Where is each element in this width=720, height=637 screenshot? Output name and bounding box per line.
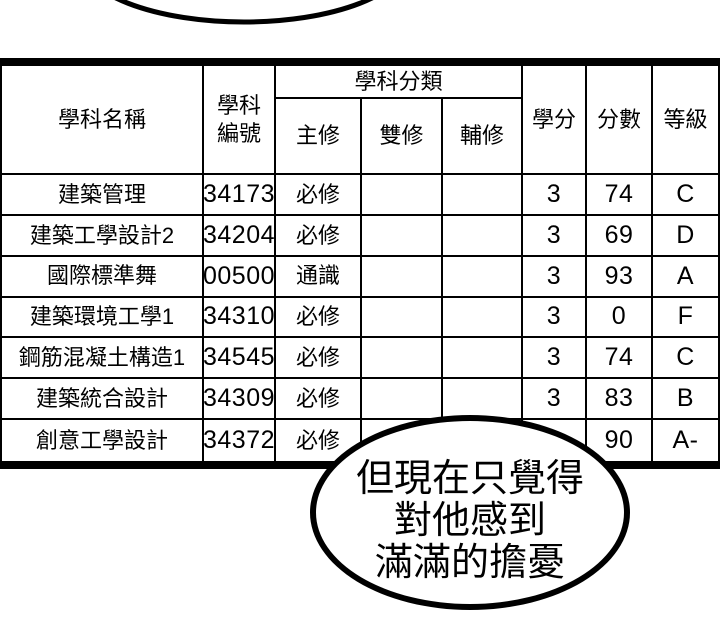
cell-score: 74	[587, 175, 653, 216]
previous-bubble-arc-icon	[114, 0, 374, 25]
cell-double-major	[362, 215, 443, 257]
cell-subject-name: 鋼筋混凝土構造1	[2, 338, 204, 380]
cell-score: 74	[587, 338, 653, 380]
cell-subject-name: 國際標準舞	[2, 256, 204, 298]
cell-grade: B	[653, 379, 718, 421]
cell-grade: A-	[672, 425, 699, 454]
cell-major: 必修	[276, 338, 362, 380]
cell-subject-name: 建築環境工學1	[2, 297, 204, 339]
cell-major: 必修	[276, 215, 362, 257]
cell-subject-name: 建築統合設計	[2, 379, 204, 421]
cell-major: 通識	[276, 256, 362, 298]
grade-table: 學科名稱 學科 編號 學科分類 主修 雙修 輔修 學分 分數 等級 建築管理 3…	[0, 58, 720, 469]
cell-double-major	[362, 297, 443, 339]
cell-subject-name: 建築管理	[2, 175, 204, 216]
cell-minor	[443, 256, 523, 298]
header-classification: 學科分類	[276, 66, 523, 99]
header-credits: 學分	[523, 66, 587, 175]
cell-major: 必修	[276, 175, 362, 216]
speech-bubble: 但現在只覺得 對他感到 滿滿的擔憂	[310, 415, 630, 610]
cell-minor	[443, 338, 523, 380]
cell-grade: D	[653, 216, 718, 257]
cell-subject-code: 34545	[204, 338, 276, 380]
header-major: 主修	[276, 99, 362, 175]
cell-double-major	[362, 256, 443, 298]
cell-credits: 3	[523, 175, 587, 216]
cell-minor	[443, 297, 523, 339]
cell-score: 90	[587, 420, 653, 461]
cell-score: 69	[587, 215, 653, 257]
cell-double-major	[362, 338, 443, 380]
cell-grade: A	[653, 257, 718, 298]
cell-subject-code: 34310	[204, 297, 276, 339]
header-minor: 輔修	[443, 99, 523, 175]
cell-minor	[443, 379, 523, 421]
cell-minor	[443, 175, 523, 216]
cell-double-major	[362, 379, 443, 421]
cell-major: 必修	[276, 379, 362, 421]
cell-score: 83	[587, 379, 653, 421]
speech-bubble-text: 但現在只覺得 對他感到 滿滿的擔憂	[356, 442, 584, 584]
speech-line: 滿滿的擔憂	[374, 541, 565, 584]
header-grade: 等級	[653, 66, 718, 175]
cell-subject-code: 34173	[204, 175, 276, 216]
cell-major: 必修	[276, 297, 362, 339]
cell-credits: 3	[523, 338, 587, 380]
cell-subject-code: 00500	[204, 256, 276, 298]
cell-credits: 3	[523, 215, 587, 257]
header-double-major: 雙修	[362, 99, 443, 175]
header-subject-code: 學科 編號	[204, 66, 276, 175]
cell-subject-code: 34309	[204, 379, 276, 421]
cell-score: 0	[587, 297, 653, 339]
cell-grade: C	[653, 175, 718, 216]
cell-grade: C	[653, 338, 718, 380]
speech-line: 但現在只覺得	[355, 457, 584, 500]
cell-grade: F	[653, 298, 718, 339]
cell-credits: 3	[523, 379, 587, 421]
speech-line: 對他感到	[393, 499, 546, 542]
cell-double-major	[362, 175, 443, 216]
cell-subject-code: 34372	[204, 420, 276, 461]
cell-credits: 3	[523, 256, 587, 298]
cell-credits	[523, 420, 587, 461]
cell-subject-code: 34204	[204, 215, 276, 257]
cell-minor	[443, 215, 523, 257]
cell-subject-name: 建築工學設計2	[2, 215, 204, 257]
header-subject-name: 學科名稱	[2, 66, 204, 175]
header-score: 分數	[587, 66, 653, 175]
cell-credits: 3	[523, 297, 587, 339]
cell-subject-name: 創意工學設計	[2, 420, 204, 461]
cell-score: 93	[587, 256, 653, 298]
